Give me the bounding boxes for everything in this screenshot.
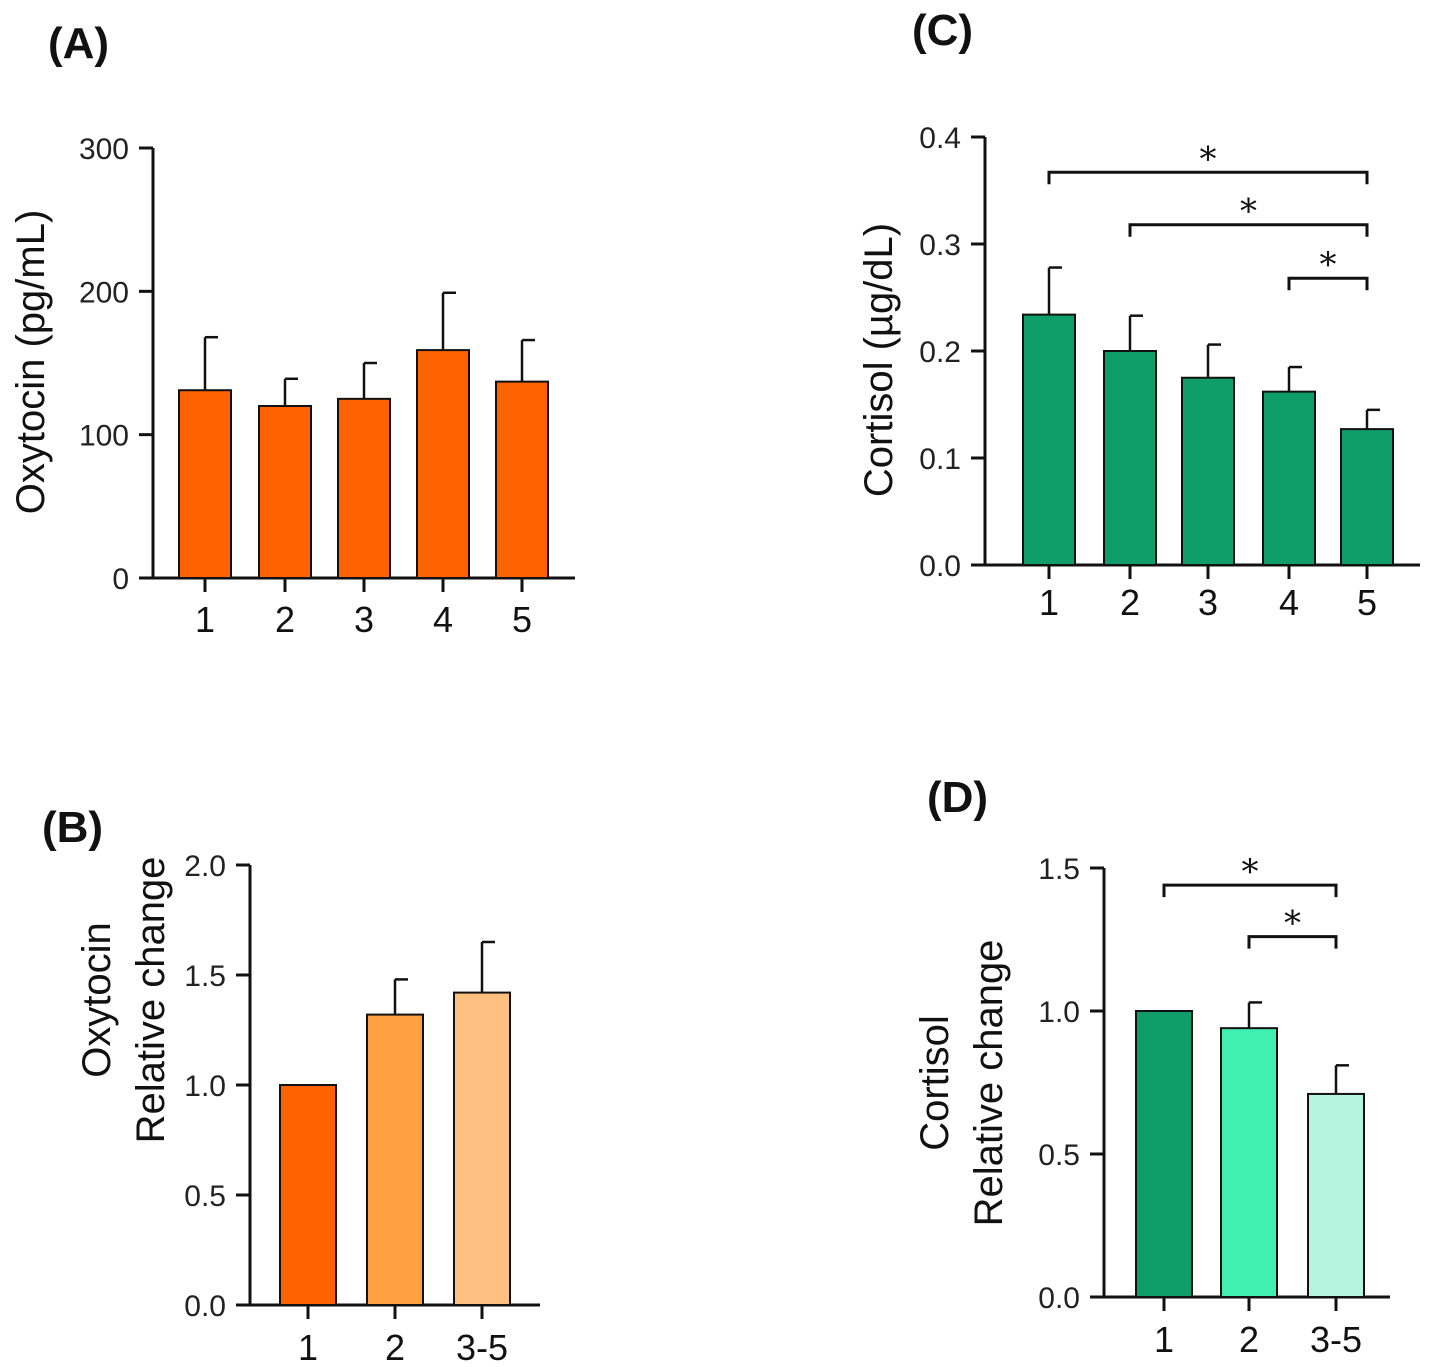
chart-d-bar (1307, 1092, 1365, 1298)
chart-b-y-axis-title-line: Oxytocin (75, 922, 119, 1078)
chart-c-y-tick-label: 0.2 (919, 336, 961, 369)
chart-c-bar (1022, 313, 1076, 566)
chart-b-y-tick-label: 0.5 (184, 1180, 226, 1213)
chart-c-y-axis-title-line: Cortisol (µg/dL) (857, 223, 901, 497)
chart-a-bar (416, 349, 470, 579)
chart-c-bar (1181, 376, 1235, 566)
chart-b-x-tick-label: 2 (385, 1327, 405, 1367)
chart-b-y-tick-label: 1.0 (184, 1070, 226, 1103)
chart-c-bar (1262, 390, 1316, 566)
chart-d-y-axis-title-line: Relative change (967, 940, 1011, 1227)
chart-d-significance-bracket (1162, 883, 1338, 898)
chart-c-x-tick-label: 5 (1357, 582, 1377, 623)
chart-d-y-tick-label: 0.0 (1038, 1282, 1080, 1315)
chart-c-x-tick-label: 3 (1198, 582, 1218, 623)
chart-a-y-tick-label: 300 (79, 133, 129, 166)
chart-b-x-tick-label: 3-5 (456, 1327, 508, 1367)
chart-c-significance-star: * (1200, 139, 1217, 179)
chart-a-y-tick-label: 200 (79, 276, 129, 309)
chart-c-significance-bracket (1128, 223, 1369, 237)
chart-d-significance-star: * (1242, 852, 1259, 892)
chart-c-x-tick-label: 4 (1279, 582, 1299, 623)
chart-a-bar (495, 380, 549, 579)
chart-d-panel-label: (D) (927, 773, 988, 822)
chart-a-x-tick-label: 4 (433, 599, 453, 640)
chart-d-y-tick-label: 0.5 (1038, 1139, 1080, 1172)
chart-a-x-tick-label: 1 (195, 599, 215, 640)
chart-a-y-axis-title: Oxytocin (pg/mL) (9, 210, 53, 515)
chart-d-y-tick-label: 1.5 (1038, 853, 1080, 886)
chart-d-bar (1220, 1027, 1278, 1299)
chart-b-panel-label: (B) (42, 803, 103, 852)
chart-c-bar (1103, 350, 1157, 566)
chart-a-bar (337, 397, 391, 580)
chart-b-bar (453, 991, 511, 1306)
chart-a-x-tick-label: 5 (512, 599, 532, 640)
chart-b-bar (279, 1084, 337, 1306)
chart-b-y-tick-label: 0.0 (184, 1290, 226, 1323)
chart-c-significance-bracket (1287, 276, 1369, 291)
chart-b-y-axis-title-line: Relative change (129, 857, 173, 1144)
chart-c-significance-star: * (1240, 192, 1257, 232)
chart-c-y-tick-label: 0.4 (919, 122, 961, 155)
chart-d-significance-bracket (1247, 935, 1338, 949)
panel-d: (D) 0.0 0.5 1.0 1.5 Cortisol Relative change 1 2… (913, 773, 1390, 1360)
chart-c-x-tick-label: 1 (1039, 582, 1059, 623)
chart-a-x-tick-label: 3 (354, 599, 374, 640)
chart-b-bar (366, 1013, 424, 1306)
chart-d-x-tick-label: 1 (1154, 1319, 1174, 1360)
chart-c-significance-bracket (1047, 170, 1369, 185)
chart-d-y-tick-label: 1.0 (1038, 996, 1080, 1029)
chart-a-y-axis-title-line: Oxytocin (pg/mL) (9, 210, 53, 515)
chart-c-y-tick-label: 0.1 (919, 443, 961, 476)
panel-a: (A) 0 100 200 300 Oxytocin (pg/mL) 1 2 3 4 5 (9, 19, 575, 640)
panel-b: (B) 0.0 0.5 1.0 1.5 2.0 Oxytocin Relative chang… (42, 803, 540, 1367)
chart-d-x-tick-label: 3-5 (1310, 1319, 1362, 1360)
chart-c-significance-star: * (1320, 245, 1337, 285)
chart-a-y-tick-label: 0 (112, 563, 129, 596)
chart-d-y-axis-title-line: Cortisol (913, 1015, 957, 1151)
chart-b-y-axis-title: Oxytocin Relative change (75, 857, 173, 1144)
chart-d-bar (1135, 1010, 1193, 1298)
chart-d-x-tick-label: 2 (1239, 1319, 1259, 1360)
chart-d-significance-star: * (1284, 904, 1301, 944)
chart-a-bar (178, 389, 232, 579)
chart-a-x-tick-label: 2 (275, 599, 295, 640)
panel-c: (C) 0.0 0.1 0.2 0.3 0.4 Cortisol (µg/dL) 1 2 3 4 5 *… (857, 6, 1420, 623)
chart-c-bar (1340, 428, 1394, 566)
chart-a-panel-label: (A) (48, 19, 109, 68)
chart-a-y-tick-label: 100 (79, 420, 129, 453)
chart-c-y-axis-title: Cortisol (µg/dL) (857, 223, 901, 497)
chart-c-x-tick-label: 2 (1120, 582, 1140, 623)
chart-c-panel-label: (C) (912, 6, 973, 55)
chart-c-y-tick-label: 0.3 (919, 229, 961, 262)
chart-b-y-tick-label: 1.5 (184, 960, 226, 993)
chart-c-y-tick-label: 0.0 (919, 550, 961, 583)
chart-b-y-tick-label: 2.0 (184, 850, 226, 883)
chart-b-x-tick-label: 1 (298, 1327, 318, 1367)
chart-d-y-axis-title: Cortisol Relative change (913, 940, 1011, 1227)
chart-a-bar (258, 405, 312, 579)
